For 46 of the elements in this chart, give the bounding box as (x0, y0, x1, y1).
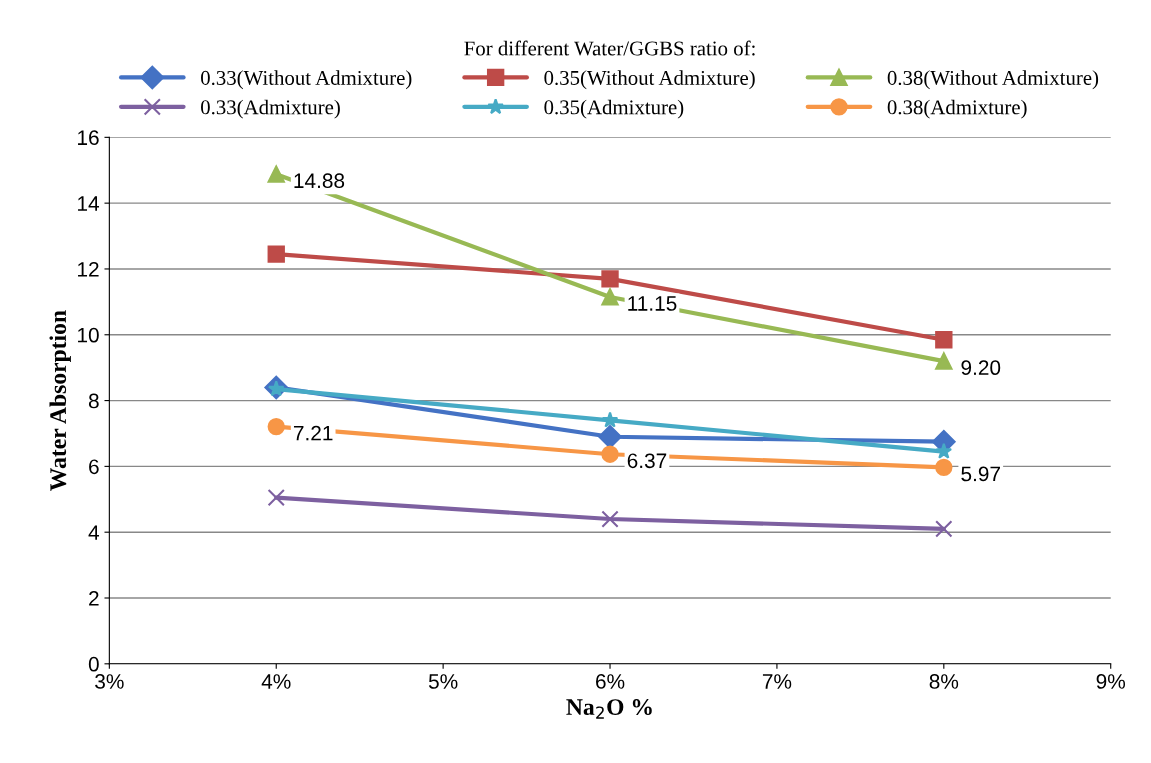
point (598, 424, 622, 449)
legend-label: 0.35(Without Admixture) (544, 70, 755, 90)
point (601, 411, 619, 428)
data-label: 9.20 (961, 360, 1001, 376)
x-tick-label: 8% (929, 674, 959, 689)
x-tick-label: 4% (261, 674, 291, 689)
y-axis-title: Water Absorption (49, 310, 71, 491)
point (601, 288, 619, 306)
data-label: 11.15 (628, 296, 677, 311)
y-tick-label: 10 (78, 327, 99, 343)
point (267, 245, 285, 263)
legend-title: For different Water/GGBS ratio of: (464, 40, 755, 56)
x-tick-label: 6% (596, 674, 625, 689)
point (601, 270, 619, 288)
legend-label: 0.38(Without Admixture) (887, 70, 1099, 90)
legend-label: 0.33(Without Admixture) (201, 70, 412, 90)
data-label: 7.21 (293, 425, 333, 441)
point (267, 417, 285, 436)
x-tick-label: 9% (1096, 674, 1126, 689)
point (935, 352, 953, 370)
point (935, 458, 953, 477)
point (935, 520, 953, 538)
x-tick-label: 3% (95, 674, 124, 689)
data-label: 5.97 (961, 466, 1000, 482)
y-tick-label: 2 (89, 591, 99, 606)
point (935, 331, 953, 349)
legend-label: 0.35(Admixture) (544, 99, 684, 119)
data-label: 6.37 (627, 453, 667, 469)
point (601, 510, 619, 528)
y-tick-label: 0 (88, 656, 99, 672)
data-label: 14.88 (294, 173, 345, 189)
point (267, 488, 285, 507)
legend-label: 0.33(Admixture) (201, 99, 340, 119)
y-tick-label: 14 (78, 196, 100, 211)
point (601, 445, 619, 463)
y-tick-label: 12 (78, 261, 99, 277)
y-tick-label: 4 (88, 525, 100, 540)
y-tick-label: 6 (89, 459, 99, 475)
point (935, 442, 953, 459)
y-tick-label: 16 (78, 130, 99, 146)
x-tick-label: 7% (762, 674, 792, 689)
legend-label: 0.38(Admixture) (887, 99, 1027, 119)
x-tick-label: 5% (428, 674, 458, 689)
x-axis-title: Na$_{2}$O % (566, 699, 652, 719)
point (267, 165, 285, 183)
y-tick-label: 8 (88, 393, 99, 409)
